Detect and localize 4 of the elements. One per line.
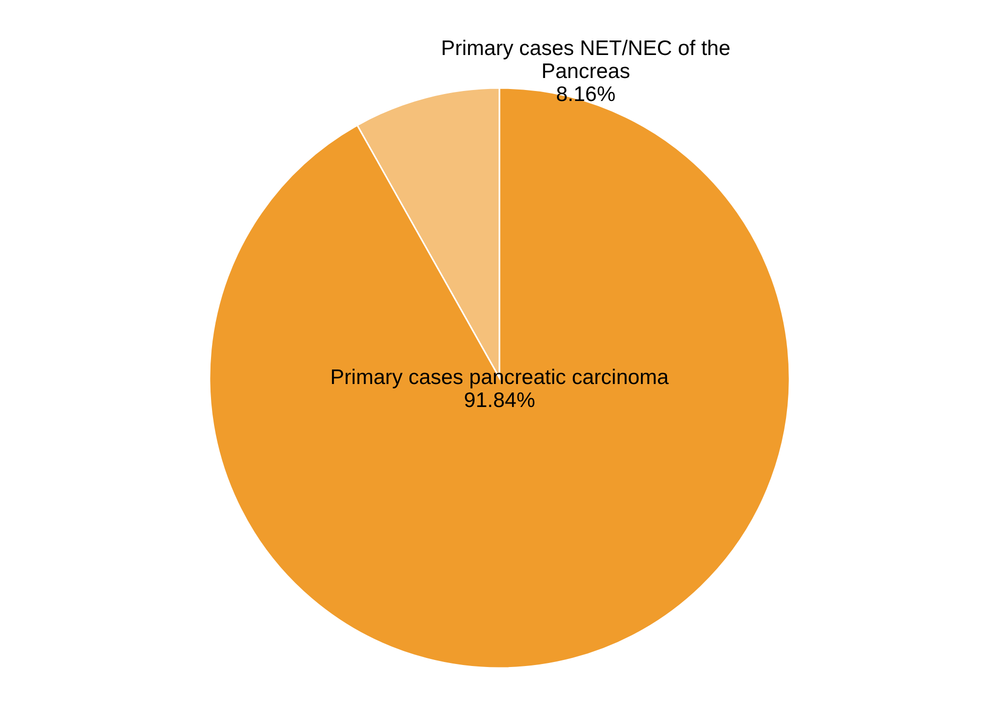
data-label: 91.84% bbox=[464, 389, 536, 412]
data-label: 8.16% bbox=[556, 83, 616, 106]
slice-label: Primary cases pancreatic carcinoma bbox=[330, 366, 670, 389]
slice-label: Primary cases NET/NEC of the Pancreas bbox=[441, 37, 730, 84]
